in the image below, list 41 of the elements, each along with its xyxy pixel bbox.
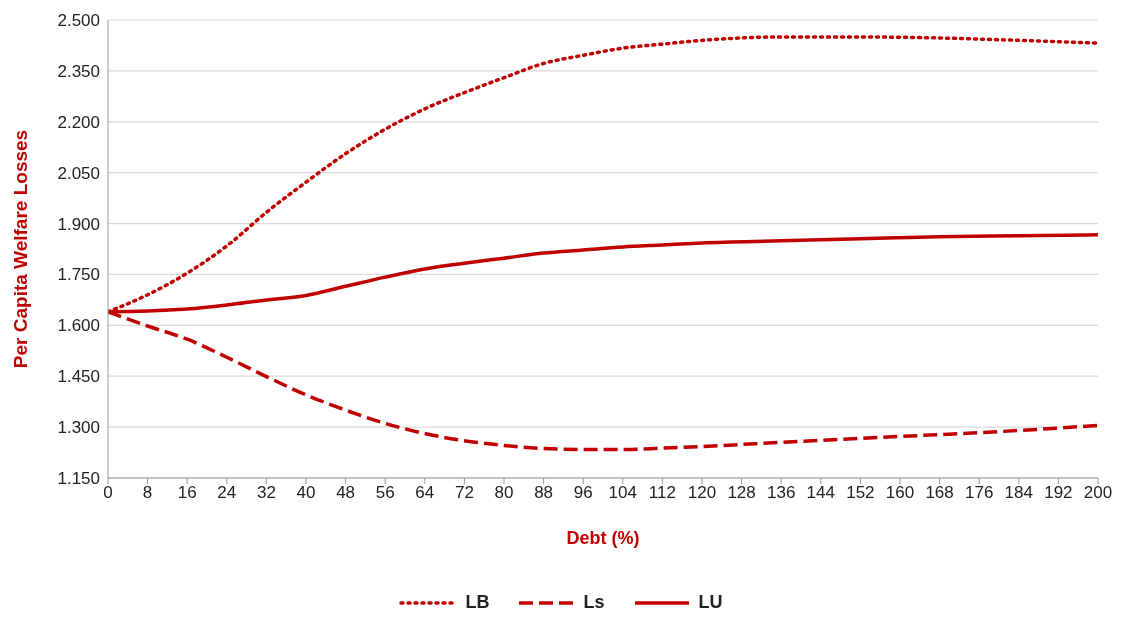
x-tick-label: 192: [1044, 483, 1073, 503]
x-tick-label: 40: [296, 483, 316, 503]
y-tick-label: 1.300: [57, 418, 100, 438]
legend-label: LB: [465, 592, 490, 613]
legend-label: LU: [698, 592, 723, 613]
x-tick-label: 120: [687, 483, 717, 503]
x-axis-title: Debt (%): [566, 528, 640, 548]
y-tick-label: 2.500: [57, 11, 100, 31]
x-tick-label: 176: [965, 483, 994, 503]
x-tick-label: 136: [767, 483, 796, 503]
x-tick-label: 168: [925, 483, 954, 503]
y-tick-label: 2.350: [57, 61, 100, 81]
x-tick-label: 96: [573, 483, 593, 503]
x-tick-label: 144: [806, 483, 835, 503]
y-axis-title: Per Capita Welfare Losses: [9, 129, 31, 369]
legend-label: Ls: [583, 592, 605, 613]
y-tick-label: 2.050: [57, 163, 100, 183]
x-tick-label: 128: [727, 483, 756, 503]
x-tick-label: 56: [375, 483, 395, 503]
y-tick-label: 1.450: [57, 367, 100, 387]
x-tick-label: 112: [648, 483, 676, 503]
x-tick-label: 24: [217, 483, 237, 503]
x-tick-label: 64: [415, 483, 435, 503]
x-tick-label: 80: [494, 483, 514, 503]
y-tick-label: 1.600: [57, 316, 100, 336]
y-tick-label: 1.750: [57, 265, 100, 285]
x-tick-label: 72: [454, 483, 474, 503]
x-tick-label: 88: [534, 483, 554, 503]
x-tick-label: 184: [1004, 483, 1033, 503]
y-tick-label: 2.200: [57, 112, 100, 132]
x-tick-label: 8: [142, 483, 153, 503]
y-tick-label: 1.150: [57, 469, 100, 489]
x-tick-label: 160: [885, 483, 915, 503]
x-tick-label: 48: [336, 483, 356, 503]
x-tick-label: 104: [608, 483, 637, 503]
x-tick-label: 152: [846, 483, 875, 503]
x-tick-label: 32: [256, 483, 276, 503]
x-tick-label: 16: [177, 483, 197, 503]
y-tick-label: 1.900: [57, 214, 100, 234]
x-tick-label: 0: [103, 483, 113, 503]
x-tick-label: 200: [1083, 483, 1113, 503]
